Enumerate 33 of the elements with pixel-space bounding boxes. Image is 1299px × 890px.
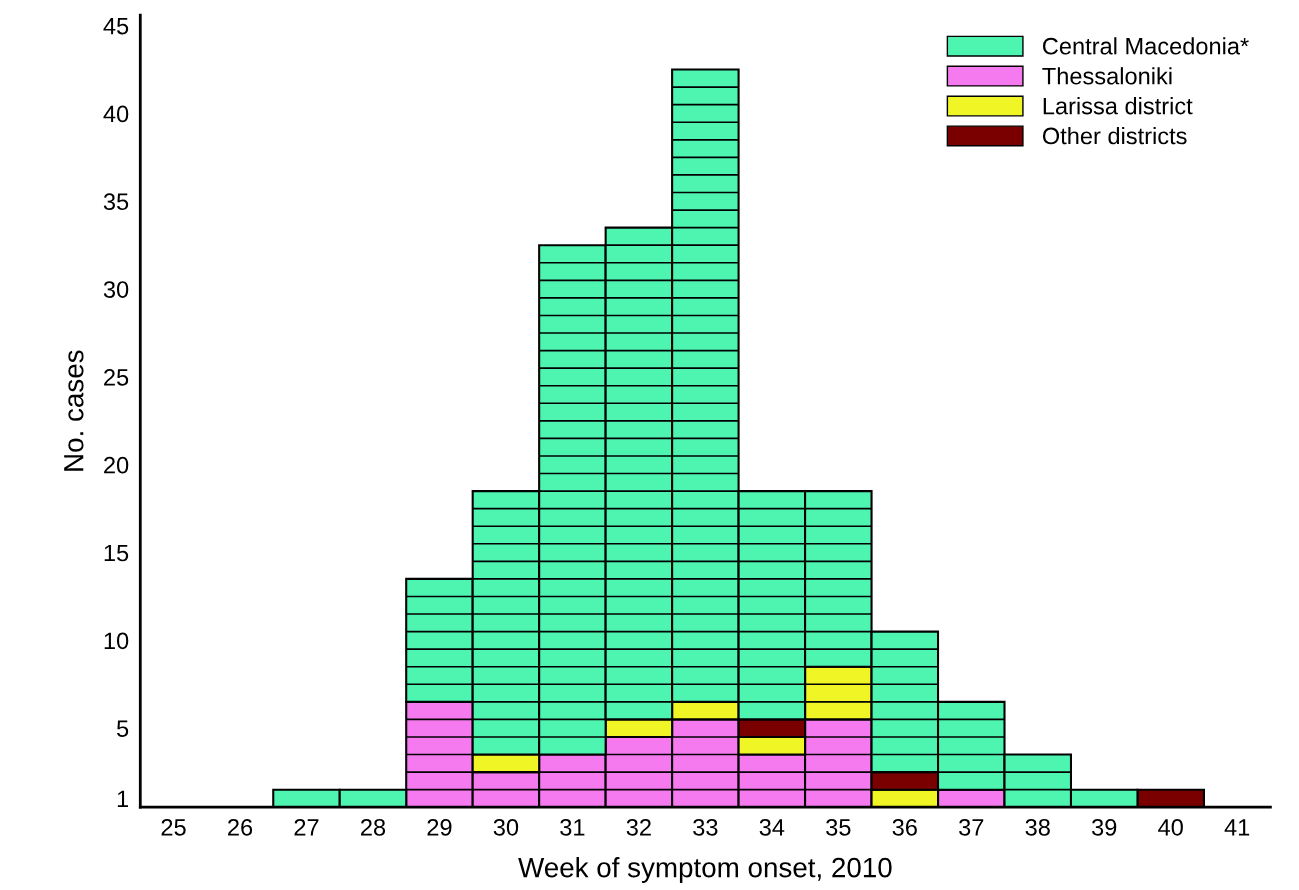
x-tick-label: 32 — [626, 818, 651, 836]
x-tick-label: 40 — [1158, 818, 1183, 836]
x-tick-label: 31 — [560, 818, 585, 836]
y-tick-label: 45 — [103, 17, 129, 35]
x-tick-label: 27 — [294, 818, 319, 836]
x-axis-title: Week of symptom onset, 2010 — [518, 857, 892, 883]
x-tick-label: 28 — [361, 818, 386, 836]
legend-label: Larissa district — [1043, 97, 1193, 115]
x-tick-label: 34 — [759, 818, 785, 836]
x-tick-label: 25 — [161, 818, 186, 836]
legend-label: Thessaloniki — [1042, 67, 1172, 85]
x-tick-label: 37 — [959, 818, 984, 836]
x-tick-label: 29 — [427, 818, 452, 836]
legend-label: Central Macedonia* — [1043, 37, 1249, 55]
y-tick-label: 1 — [117, 790, 129, 807]
y-tick-label: 5 — [117, 720, 129, 737]
legend-label: Other districts — [1042, 127, 1187, 145]
x-tick-label: 36 — [892, 818, 917, 836]
y-axis-title: No. cases — [64, 350, 84, 471]
x-tick-label: 41 — [1224, 819, 1250, 836]
y-tick-label: 10 — [104, 632, 129, 650]
y-tick-label: 20 — [104, 456, 129, 474]
y-tick-label: 30 — [103, 281, 129, 298]
x-tick-label: 26 — [228, 818, 253, 836]
x-tick-label: 38 — [1025, 818, 1050, 836]
y-tick-label: 25 — [104, 369, 129, 386]
y-tick-label: 40 — [103, 105, 129, 123]
y-tick-label: 15 — [104, 544, 129, 562]
y-tick-label: 35 — [103, 193, 129, 211]
x-tick-label: 39 — [1092, 818, 1117, 836]
x-tick-label: 35 — [826, 818, 851, 836]
x-tick-label: 33 — [693, 818, 718, 836]
x-tick-label: 30 — [493, 818, 519, 836]
